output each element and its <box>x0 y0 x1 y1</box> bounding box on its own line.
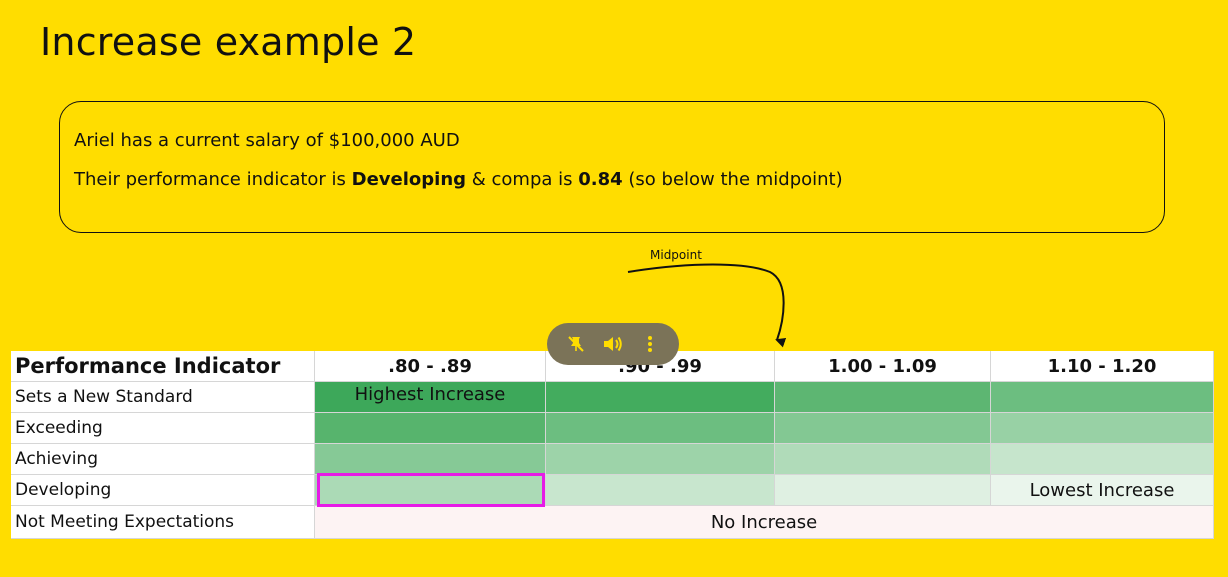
midpoint-label: Midpoint <box>650 248 702 262</box>
perf-indicator-value: Developing <box>351 169 467 190</box>
perf-text-post: (so below the midpoint) <box>622 169 843 190</box>
matrix-cell <box>991 413 1214 444</box>
matrix-cell <box>775 413 991 444</box>
matrix-cell <box>546 413 775 444</box>
matrix-cell <box>775 382 991 413</box>
matrix-cell <box>315 413 546 444</box>
performance-text: Their performance indicator is Developin… <box>74 169 843 190</box>
lowest-increase-cell: Lowest Increase <box>991 475 1214 506</box>
matrix-cell <box>546 444 775 475</box>
matrix-cell <box>775 475 991 506</box>
row-label: Developing <box>11 475 315 506</box>
compa-value: 0.84 <box>578 169 623 190</box>
matrix-cell <box>315 444 546 475</box>
volume-icon[interactable] <box>599 330 627 358</box>
salary-text: Ariel has a current salary of $100,000 A… <box>74 130 460 151</box>
header-compa-range-4: 1.10 - 1.20 <box>991 351 1214 382</box>
floating-media-toolbar <box>547 323 679 365</box>
header-performance-indicator: Performance Indicator <box>11 351 315 382</box>
merit-increase-matrix: Performance Indicator .80 - .89.90 - .99 1… <box>11 351 1214 539</box>
perf-text-pre: Their performance indicator is <box>74 169 352 190</box>
header-compa-range-1: .80 - .89 <box>315 351 546 382</box>
selected-cell-highlight <box>317 473 545 507</box>
row-label: Exceeding <box>11 413 315 444</box>
row-label: Achieving <box>11 444 315 475</box>
matrix-cell <box>991 444 1214 475</box>
unpin-icon[interactable] <box>562 330 590 358</box>
matrix-cell <box>546 475 775 506</box>
no-increase-cell: No Increase <box>315 506 1214 539</box>
row-label: Sets a New Standard <box>11 382 315 413</box>
page-title: Increase example 2 <box>40 20 417 64</box>
matrix-cell <box>775 444 991 475</box>
info-callout: Ariel has a current salary of $100,000 A… <box>59 101 1165 233</box>
perf-text-mid: & compa is <box>466 169 579 190</box>
more-vertical-icon[interactable] <box>636 330 664 358</box>
header-compa-range-3: 1.00 - 1.09 <box>775 351 991 382</box>
row-label: Not Meeting Expectations <box>11 506 315 539</box>
matrix-cell <box>991 382 1214 413</box>
matrix-cell <box>546 382 775 413</box>
highest-increase-cell: Highest Increase <box>315 382 546 413</box>
